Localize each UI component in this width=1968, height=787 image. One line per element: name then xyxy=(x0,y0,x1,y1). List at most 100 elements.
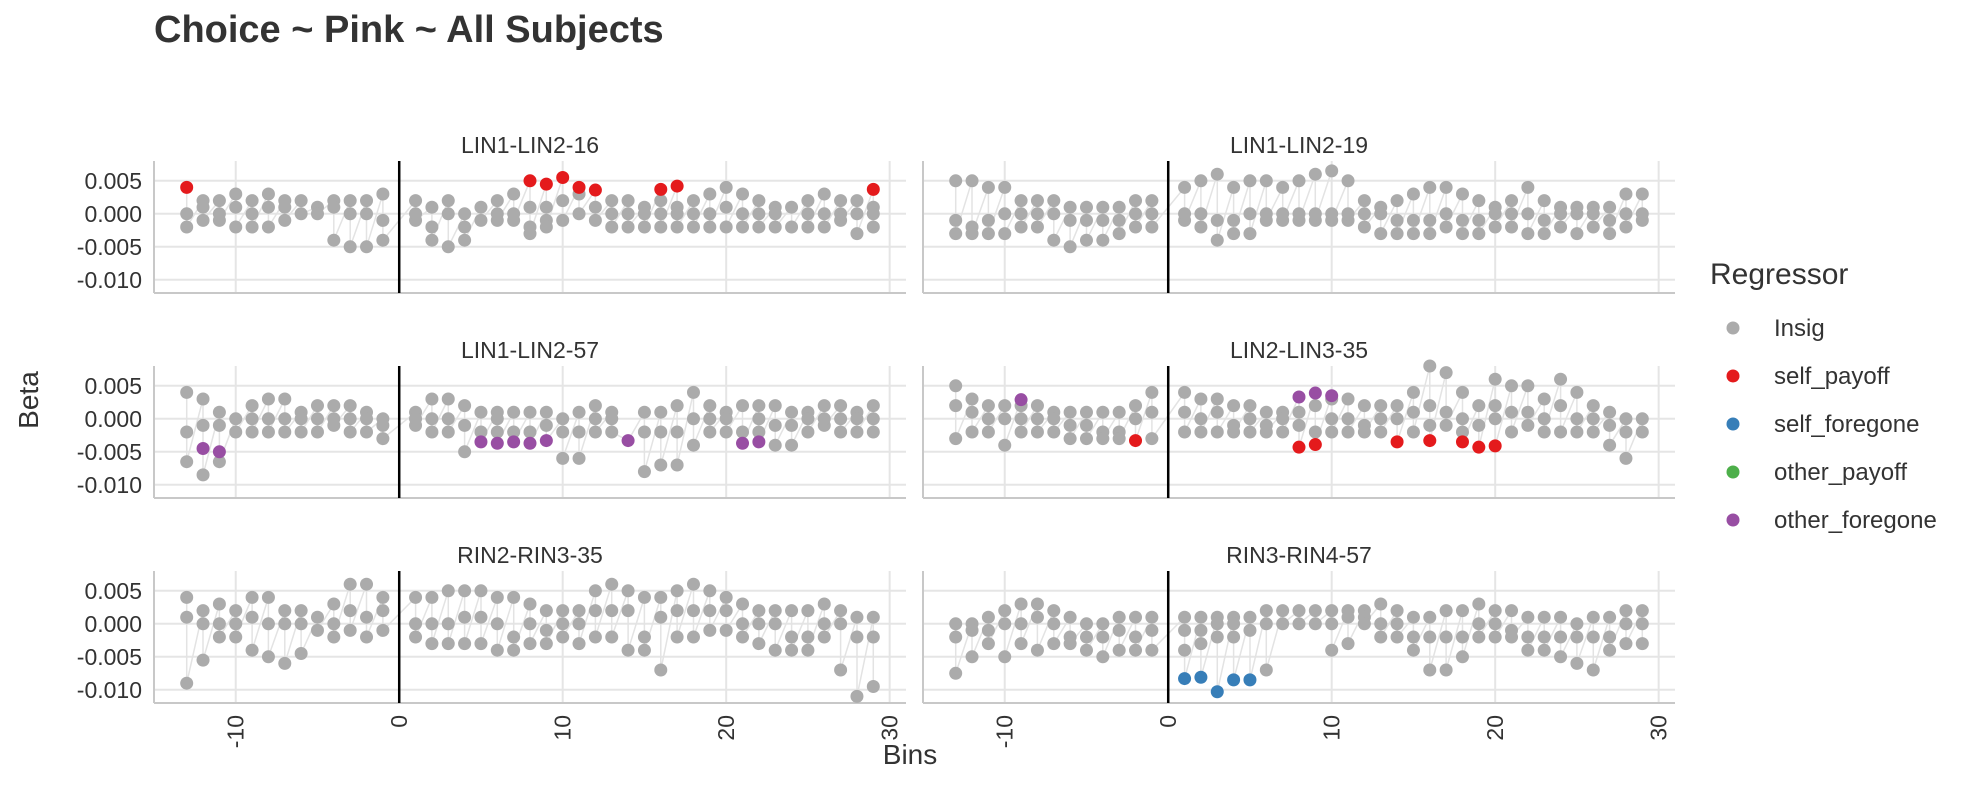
data-point-Insig xyxy=(834,425,848,439)
data-point-Insig xyxy=(1406,610,1420,624)
data-point-Insig xyxy=(360,412,374,426)
data-point-Insig xyxy=(507,187,521,201)
data-point-Insig xyxy=(343,194,357,208)
data-point-Insig xyxy=(654,194,668,208)
data-point-Insig xyxy=(507,643,521,657)
data-point-Insig xyxy=(180,610,194,624)
data-point-Insig xyxy=(1325,604,1339,618)
data-point-Insig xyxy=(768,207,782,221)
data-point-Insig xyxy=(1423,359,1437,373)
data-point-Insig xyxy=(1390,630,1404,644)
data-point-Insig xyxy=(1635,425,1649,439)
data-point-Insig xyxy=(605,220,619,234)
data-point-Insig xyxy=(1472,617,1486,631)
facet-panel: LIN1-LIN2-16 0.005 0.000 -0.005 -0.010 xyxy=(77,132,906,294)
data-point-Insig xyxy=(180,590,194,604)
data-point-Insig xyxy=(1129,630,1143,644)
data-point-Insig xyxy=(654,458,668,472)
data-point-Insig xyxy=(834,412,848,426)
data-point-Insig xyxy=(1570,385,1584,399)
data-point-Insig xyxy=(1047,207,1061,221)
data-point-Insig xyxy=(801,425,815,439)
data-point-Insig xyxy=(981,425,995,439)
data-point-Insig xyxy=(719,180,733,194)
data-point-Insig xyxy=(1374,412,1388,426)
data-point-Insig xyxy=(1439,207,1453,221)
facet-panel: RIN2-RIN3-35 0.005 0.000 -0.005 -0.010 -10 0 10… xyxy=(77,542,906,748)
data-point-Insig xyxy=(866,220,880,234)
x-tick-label: -10 xyxy=(223,715,249,748)
data-point-Insig xyxy=(1390,227,1404,241)
data-point-Insig xyxy=(278,617,292,631)
data-point-Insig xyxy=(621,584,635,598)
data-point-Insig xyxy=(1635,637,1649,651)
data-point-Insig xyxy=(196,213,210,227)
data-point-Insig xyxy=(1079,405,1093,419)
data-point-Insig xyxy=(261,200,275,214)
data-point-Insig xyxy=(1178,405,1192,419)
data-point-Insig xyxy=(686,194,700,208)
data-point-Insig xyxy=(343,412,357,426)
data-point-Insig xyxy=(752,617,766,631)
data-point-Insig xyxy=(866,630,880,644)
data-point-Insig xyxy=(817,207,831,221)
data-point-Insig xyxy=(1537,194,1551,208)
data-point-Insig xyxy=(1014,220,1028,234)
data-point-Insig xyxy=(670,220,684,234)
facet-panels: LIN1-LIN2-160.0050.000-0.005-0.010LIN1-L… xyxy=(77,132,1675,748)
data-point-Insig xyxy=(327,399,341,413)
data-point-Insig xyxy=(703,425,717,439)
data-point-Insig xyxy=(588,412,602,426)
data-point-Insig xyxy=(1423,180,1437,194)
data-point-Insig xyxy=(850,610,864,624)
legend: Regressor Insig self_payoff self_foregoneo… xyxy=(1710,258,1937,534)
data-point-Insig xyxy=(965,623,979,637)
data-point-Insig xyxy=(1030,643,1044,657)
data-point-Insig xyxy=(507,630,521,644)
y-tick-label: 0.005 xyxy=(84,168,142,194)
data-point-Insig xyxy=(817,399,831,413)
data-point-Insig xyxy=(245,610,259,624)
data-point-Insig xyxy=(588,200,602,214)
data-point-Insig xyxy=(490,194,504,208)
data-point-Insig xyxy=(539,637,553,651)
data-point-Insig xyxy=(261,412,275,426)
x-tick-label: 10 xyxy=(1319,715,1345,741)
data-point-Insig xyxy=(1129,399,1143,413)
data-point-Insig xyxy=(458,610,472,624)
data-point-Insig xyxy=(1406,425,1420,439)
data-point-Insig xyxy=(1112,405,1126,419)
data-point-Insig xyxy=(1308,167,1322,181)
data-point-Insig xyxy=(1488,399,1502,413)
data-point-Insig xyxy=(1423,418,1437,432)
data-point-Insig xyxy=(1276,425,1290,439)
y-tick-label: 0.005 xyxy=(84,578,142,604)
data-point-self-payoff xyxy=(1455,435,1469,449)
data-point-Insig xyxy=(343,207,357,221)
data-point-Insig xyxy=(294,617,308,631)
data-point-Insig xyxy=(278,392,292,406)
data-point-Insig xyxy=(327,597,341,611)
data-point-Insig xyxy=(1406,213,1420,227)
data-point-Insig xyxy=(1554,650,1568,664)
data-point-Insig xyxy=(1472,418,1486,432)
data-point-Insig xyxy=(1292,604,1306,618)
data-point-Insig xyxy=(1063,432,1077,446)
data-point-Insig xyxy=(1586,207,1600,221)
data-point-Insig xyxy=(1145,207,1159,221)
data-point-Insig xyxy=(719,590,733,604)
data-point-Insig xyxy=(212,630,226,644)
data-point-Insig xyxy=(1194,220,1208,234)
data-point-Insig xyxy=(196,194,210,208)
data-point-Insig xyxy=(1439,180,1453,194)
facet-panel: LIN2-LIN3-35 xyxy=(922,337,1675,499)
data-point-Insig xyxy=(490,617,504,631)
data-point-Insig xyxy=(1194,412,1208,426)
data-point-Insig xyxy=(850,207,864,221)
data-point-Insig xyxy=(572,604,586,618)
data-point-Insig xyxy=(1472,213,1486,227)
data-point-other-foregone xyxy=(539,434,553,448)
data-point-Insig xyxy=(229,200,243,214)
data-point-Insig xyxy=(1325,412,1339,426)
data-point-Insig xyxy=(1537,425,1551,439)
